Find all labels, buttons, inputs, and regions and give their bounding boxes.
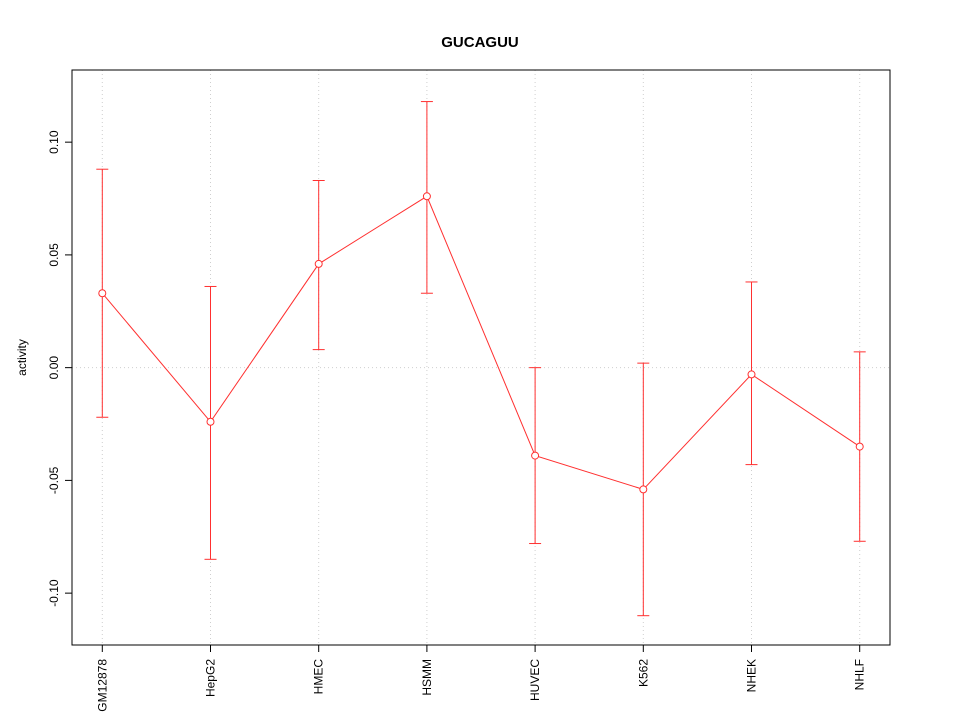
y-tick-label: 0.10	[47, 130, 61, 154]
data-point-marker	[639, 485, 648, 494]
data-point-marker	[531, 451, 540, 460]
data-point-marker	[206, 417, 215, 426]
y-axis-title: activity	[15, 339, 29, 376]
y-tick-label: -0.05	[47, 466, 61, 494]
data-point-marker	[747, 370, 756, 379]
x-tick-label: NHEK	[745, 659, 759, 692]
chart-title: GUCAGUU	[441, 34, 519, 51]
data-point-marker	[98, 289, 107, 298]
x-tick-label: K562	[636, 659, 650, 687]
x-tick-label: HSMM	[420, 659, 434, 696]
y-tick-label: 0.00	[47, 356, 61, 380]
y-tick-label: -0.10	[47, 579, 61, 607]
y-tick-label: 0.05	[47, 243, 61, 267]
x-tick-label: GM12878	[95, 659, 109, 712]
series-line	[101, 195, 860, 490]
x-tick-label: HepG2	[203, 659, 217, 697]
plot-box	[71, 69, 891, 646]
data-point-marker	[422, 192, 431, 201]
x-tick-label: HMEC	[312, 659, 326, 695]
data-point-marker	[855, 442, 864, 451]
x-tick-label: NHLF	[853, 659, 867, 690]
data-point-marker	[314, 259, 323, 268]
x-tick-label: HUVEC	[528, 659, 542, 701]
